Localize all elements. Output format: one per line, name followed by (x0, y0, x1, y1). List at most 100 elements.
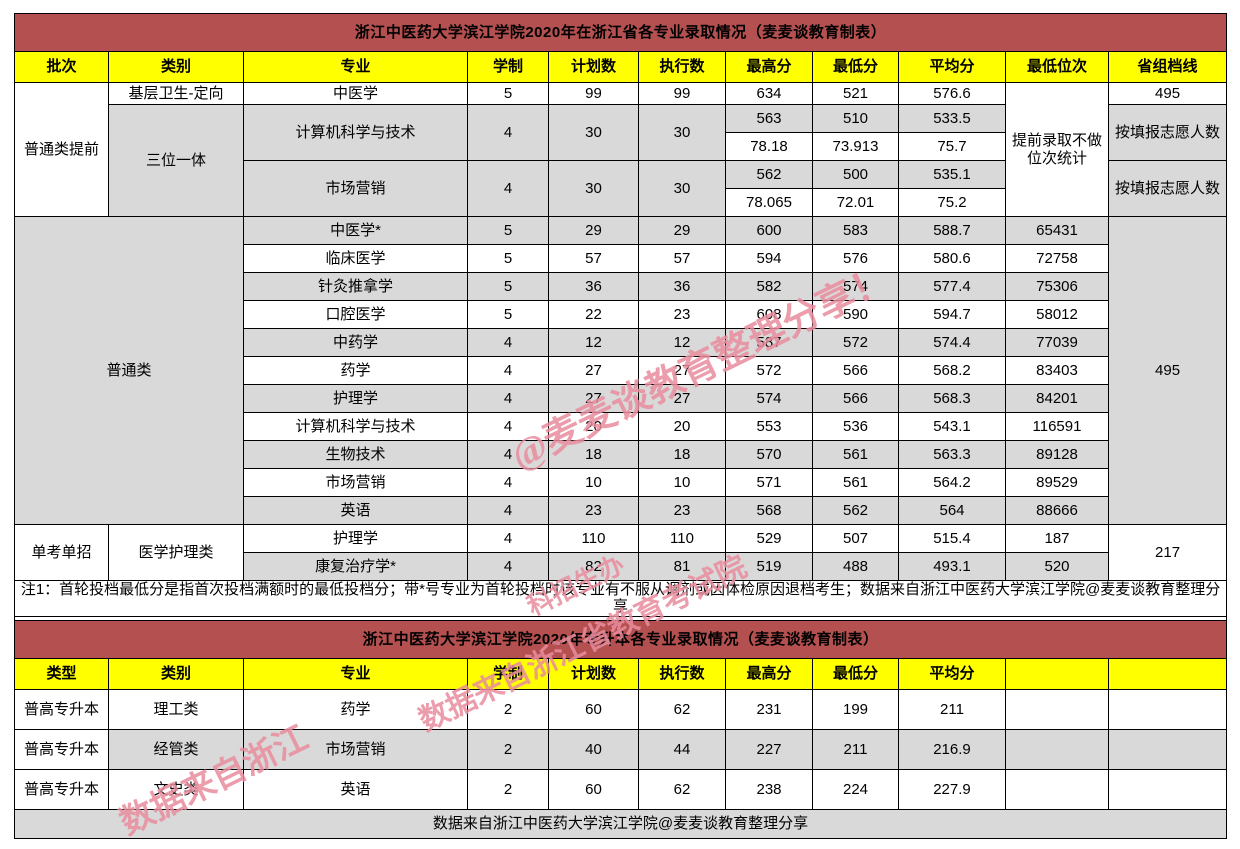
cell-major: 药学 (243, 356, 468, 385)
cell-avg: 594.7 (898, 300, 1006, 329)
cell-major: 中药学 (243, 328, 468, 357)
cell-years: 4 (467, 524, 549, 553)
table-row: 普高专升本 文史类 英语 2 60 62 238 224 227.9 (14, 769, 1228, 810)
cell-avg: 535.1 (898, 160, 1006, 189)
table1-title: 浙江中医药大学滨江学院2020年在浙江省各专业录取情况（麦麦谈教育制表） (13, 13, 1228, 52)
cell-avg: 588.7 (898, 216, 1006, 245)
cell-plan: 23 (548, 496, 639, 525)
cell-max: 582 (725, 272, 813, 301)
cell-exec: 23 (638, 300, 726, 329)
cell-major: 计算机科学与技术 (243, 104, 468, 161)
cell-plan: 40 (548, 729, 639, 770)
col-header-rank: 最低位次 (1005, 51, 1109, 83)
admission-table-regular: 浙江中医药大学滨江学院2020年在浙江省各专业录取情况（麦麦谈教育制表） 批次 … (13, 13, 1228, 632)
cell-major: 针灸推拿学 (243, 272, 468, 301)
cell-min: 521 (812, 82, 899, 105)
cell-plan: 12 (548, 328, 639, 357)
cell-rank: 89529 (1005, 468, 1109, 497)
cell-exec: 30 (638, 104, 726, 161)
cell-max: 571 (725, 468, 813, 497)
cell-years: 4 (467, 552, 549, 581)
cell-exec: 23 (638, 496, 726, 525)
cell-avg: 563.3 (898, 440, 1006, 469)
table-row: 英语 4 23 23 568 562 564 88666 (15, 496, 1227, 525)
cell-avg: 75.7 (898, 132, 1006, 161)
cell-rank: 89128 (1005, 440, 1109, 469)
col-header-type: 类型 (14, 658, 109, 690)
cell-major: 市场营销 (243, 468, 468, 497)
cell-exec: 99 (638, 82, 726, 105)
cell-avg: 227.9 (898, 769, 1006, 810)
cell-max: 231 (725, 689, 813, 730)
cell-years: 4 (467, 496, 549, 525)
cell-min: 561 (812, 440, 899, 469)
cell-avg: 515.4 (898, 524, 1006, 553)
cell-plan: 30 (548, 104, 639, 161)
table2-title: 浙江中医药大学滨江学院2020年专升本各专业录取情况（麦麦谈教育制表） (13, 620, 1228, 659)
cell-max: 519 (725, 552, 813, 581)
cell-exec: 27 (638, 384, 726, 413)
cell-major: 生物技术 (243, 440, 468, 469)
cell-type: 普高专升本 (14, 769, 109, 810)
cell-major: 康复治疗学* (243, 552, 468, 581)
cell-max: 600 (725, 216, 813, 245)
cell-exec: 36 (638, 272, 726, 301)
cell-min: 583 (812, 216, 899, 245)
cell-blank-1 (1005, 769, 1109, 810)
cell-batch-advance: 普通类提前 (14, 82, 109, 217)
cell-years: 2 (467, 769, 549, 810)
table-row: 药学 4 27 27 572 566 568.2 83403 (15, 356, 1227, 385)
cell-years: 5 (467, 272, 549, 301)
cell-category-grassroots: 基层卫生-定向 (108, 82, 244, 105)
table-row: 普通类 中医学* 5 29 29 600 583 588.7 65431 495 (14, 216, 1228, 525)
table2-footer-row: 数据来自浙江中医药大学滨江学院@麦麦谈教育整理分享 (13, 809, 1228, 839)
cell-rank: 88666 (1005, 496, 1109, 525)
cell-exec: 20 (638, 412, 726, 441)
table-row: 针灸推拿学 5 36 36 582 574 577.4 75306 (15, 272, 1227, 301)
cell-max: 78.18 (725, 132, 813, 161)
cell-rank-note: 提前录取不做位次统计 (1005, 82, 1109, 217)
col-header-plan: 计划数 (548, 51, 639, 83)
cell-avg: 564 (898, 496, 1006, 525)
cell-rank: 520 (1005, 552, 1109, 581)
cell-avg: 576.6 (898, 82, 1006, 105)
cell-plan: 99 (548, 82, 639, 105)
cell-provline: 495 (1107, 216, 1228, 525)
cell-min: 507 (812, 524, 899, 553)
cell-plan: 22 (548, 300, 639, 329)
cell-min: 536 (812, 412, 899, 441)
cell-plan: 20 (548, 412, 639, 441)
cell-max: 78.065 (725, 188, 813, 217)
cell-years: 4 (467, 160, 549, 217)
cell-exec: 81 (638, 552, 726, 581)
cell-category: 理工类 (108, 689, 244, 730)
cell-years: 5 (467, 216, 549, 245)
cell-major: 护理学 (243, 524, 468, 553)
cell-min: 566 (812, 384, 899, 413)
col-header-plan: 计划数 (548, 658, 639, 690)
table1-header-row: 批次 类别 专业 学制 计划数 执行数 最高分 最低分 平均分 最低位次 省组档… (14, 51, 1228, 83)
table-row: 护理学 4 27 27 574 566 568.3 84201 (15, 384, 1227, 413)
cell-plan: 60 (548, 769, 639, 810)
col-header-max: 最高分 (725, 658, 813, 690)
cell-major: 临床医学 (243, 244, 468, 273)
col-header-major: 专业 (243, 51, 468, 83)
col-header-min: 最低分 (812, 51, 899, 83)
cell-major: 英语 (243, 769, 468, 810)
cell-min: 566 (812, 356, 899, 385)
cell-batch-regular: 普通类 (14, 216, 244, 525)
cell-exec: 10 (638, 468, 726, 497)
cell-rank: 116591 (1005, 412, 1109, 441)
table-row: 计算机科学与技术 4 20 20 553 536 543.1 116591 (15, 412, 1227, 441)
cell-rank: 75306 (1005, 272, 1109, 301)
cell-rank: 58012 (1005, 300, 1109, 329)
col-header-major: 专业 (243, 658, 468, 690)
cell-max: 568 (725, 496, 813, 525)
cell-min: 510 (812, 104, 899, 133)
table-row: 普通类提前 基层卫生-定向 中医学 5 99 99 634 521 576.6 … (14, 82, 1228, 217)
cell-years: 4 (467, 440, 549, 469)
cell-plan: 10 (548, 468, 639, 497)
col-header-exec: 执行数 (638, 658, 726, 690)
col-header-exec: 执行数 (638, 51, 726, 83)
col-header-avg: 平均分 (898, 51, 1006, 83)
